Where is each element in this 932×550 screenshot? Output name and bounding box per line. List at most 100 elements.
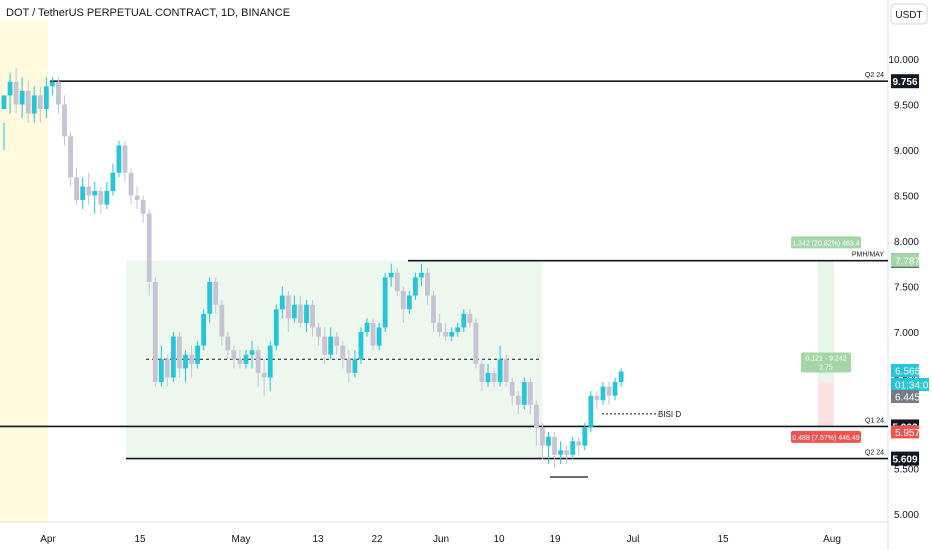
y-tick-label: 7.000: [894, 328, 919, 339]
price-tag-text: 6.445: [895, 393, 920, 404]
candle-body: [576, 441, 582, 446]
candle-body: [564, 450, 570, 455]
x-tick-label: 22: [371, 534, 383, 545]
candle-body: [177, 336, 182, 369]
candle-body: [425, 272, 430, 296]
x-tick-label: 19: [549, 534, 561, 545]
candle-body: [68, 136, 73, 178]
candle-body: [249, 350, 255, 355]
candle-body: [298, 304, 303, 323]
candle-body: [62, 104, 67, 137]
candle-body: [473, 322, 479, 364]
candle-body: [231, 350, 237, 360]
candle-body: [80, 186, 86, 201]
candle-body: [128, 172, 134, 196]
price-tag: [891, 425, 919, 439]
candle-body: [164, 359, 170, 378]
position-stop-label: 0.488 (7.57%) 446.49: [792, 435, 859, 442]
candle-body: [534, 404, 539, 428]
candle-body: [546, 436, 551, 446]
candle-body: [358, 332, 364, 360]
candle-body: [267, 345, 273, 378]
candle-body: [479, 363, 485, 383]
y-tick-label: 5.500: [894, 465, 919, 476]
level-label: PMH/MAY: [852, 252, 884, 259]
candle-body: [467, 313, 473, 323]
candle-body: [449, 332, 455, 337]
position-entry-label: 0.121 - 9.242: [805, 356, 846, 363]
y-tick-label: 8.500: [894, 192, 919, 203]
candle-body: [455, 327, 461, 332]
x-tick-label: Jun: [433, 534, 449, 545]
candle-body: [92, 190, 98, 196]
level-price-text: 5.609: [892, 455, 917, 466]
candle-body: [328, 336, 334, 355]
candle-body: [527, 382, 533, 405]
candle-body: [304, 304, 309, 323]
candle-body: [98, 190, 104, 205]
y-tick-label: 9.000: [894, 146, 919, 157]
candle-body: [152, 281, 158, 383]
candle-body: [461, 313, 467, 328]
candle-body: [183, 354, 188, 369]
candle-body: [382, 277, 388, 328]
candle-body: [497, 359, 503, 383]
price-tag-text: 7.787: [895, 256, 920, 267]
position-entry-label-2: 2.75: [819, 365, 833, 372]
price-tag: [891, 377, 929, 391]
candle-body: [376, 327, 382, 346]
candle-body: [540, 427, 545, 446]
candle-body: [19, 90, 25, 105]
candle-body: [104, 190, 110, 205]
candle-body: [322, 336, 328, 355]
position-target-zone: [818, 260, 834, 383]
candle-body: [406, 295, 412, 310]
candle-body: [201, 313, 207, 346]
candle-body: [582, 427, 588, 446]
candle-body: [364, 322, 370, 332]
level-price-tag: [891, 451, 919, 466]
candle-body: [388, 272, 394, 278]
candle-body: [443, 332, 449, 337]
candle-body: [273, 309, 279, 346]
x-tick-label: 15: [134, 534, 146, 545]
candle-body: [225, 336, 231, 351]
candle-body: [255, 350, 261, 373]
position-target-label-bg: [791, 236, 861, 249]
candle-body: [612, 382, 618, 396]
candle-body: [431, 295, 436, 323]
bisi-label: BISI D: [658, 410, 681, 419]
candle-body: [31, 95, 37, 114]
candle-body: [310, 304, 315, 328]
level-label: Q2 24: [865, 450, 884, 457]
candle-body: [86, 186, 92, 196]
candle-body: [485, 372, 491, 383]
level-label: Q1 24: [865, 417, 884, 424]
x-tick-label: May: [232, 534, 251, 545]
candle-body: [189, 354, 194, 364]
candle-body: [56, 81, 61, 105]
y-tick-label: 10.000: [888, 55, 919, 66]
candle-body: [606, 386, 612, 396]
position-target-label: 1.342 (20.82%) 463.4: [792, 240, 859, 247]
candle-body: [146, 213, 152, 282]
candle-body: [588, 395, 594, 428]
candle-body: [13, 81, 19, 105]
candle-body: [25, 90, 31, 114]
candle-body: [400, 291, 406, 310]
price-tag: [891, 390, 919, 404]
x-tick-label: 13: [312, 534, 324, 545]
candle-body: [134, 195, 140, 201]
candle-body: [600, 386, 606, 401]
price-tag: [891, 253, 919, 267]
candle-body: [618, 371, 624, 383]
position-entry-label-bg: [801, 352, 851, 373]
candle-body: [515, 395, 521, 405]
y-tick-label: 5.000: [894, 510, 919, 521]
candle-body: [279, 295, 285, 310]
price-tag-text: 01:34:07: [895, 380, 932, 391]
price-tag: [891, 363, 919, 377]
candle-body: [334, 336, 340, 346]
y-tick-label: 8.000: [894, 237, 919, 248]
